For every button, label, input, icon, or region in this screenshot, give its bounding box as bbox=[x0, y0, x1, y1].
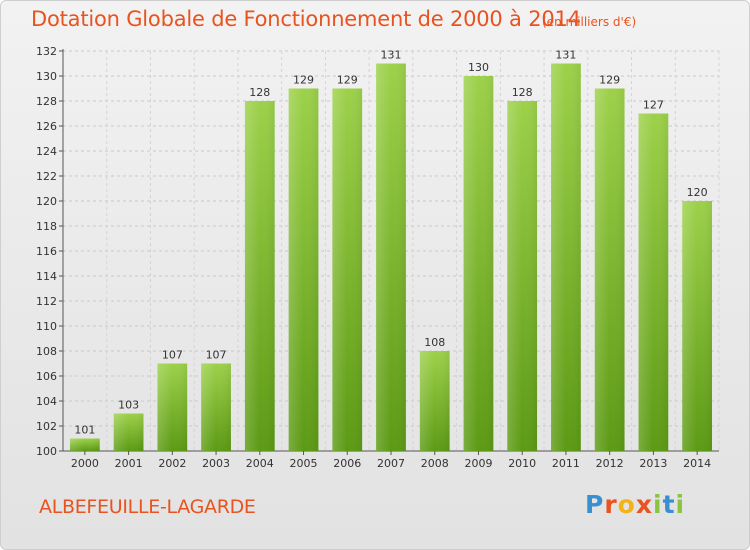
data-label: 131 bbox=[381, 49, 402, 62]
y-tick-label: 114 bbox=[36, 270, 57, 283]
data-label: 120 bbox=[687, 186, 708, 199]
bar-highlight bbox=[682, 201, 713, 451]
logo-letter: i bbox=[653, 490, 663, 519]
y-tick-label: 130 bbox=[36, 70, 57, 83]
x-tick-label: 2004 bbox=[246, 457, 274, 470]
data-label: 131 bbox=[555, 49, 576, 62]
x-tick-label: 2014 bbox=[683, 457, 711, 470]
x-tick-label: 2000 bbox=[71, 457, 99, 470]
x-tick-label: 2002 bbox=[158, 457, 186, 470]
x-tick-label: 2007 bbox=[377, 457, 405, 470]
bar-highlight bbox=[376, 63, 406, 451]
bar-highlight bbox=[507, 101, 538, 451]
bar-highlight bbox=[551, 63, 581, 451]
y-tick-label: 106 bbox=[36, 370, 57, 383]
x-tick-label: 2012 bbox=[596, 457, 624, 470]
data-label: 107 bbox=[206, 349, 227, 362]
y-tick-label: 118 bbox=[36, 220, 57, 233]
x-tick-label: 2003 bbox=[202, 457, 230, 470]
bars bbox=[69, 63, 713, 451]
y-tick-label: 104 bbox=[36, 395, 57, 408]
x-tick-label: 2011 bbox=[552, 457, 580, 470]
logo-letter: o bbox=[617, 490, 636, 519]
logo-letter: t bbox=[662, 490, 676, 519]
bar-highlight bbox=[638, 113, 669, 451]
bar-highlight bbox=[69, 438, 100, 451]
data-label: 108 bbox=[424, 336, 445, 349]
y-tick-label: 122 bbox=[36, 170, 57, 183]
data-label: 130 bbox=[468, 61, 489, 74]
y-tick-label: 126 bbox=[36, 120, 57, 133]
logo-letter: P bbox=[585, 490, 605, 519]
x-tick-label: 2001 bbox=[115, 457, 143, 470]
y-tick-label: 128 bbox=[36, 95, 57, 108]
bar-highlight bbox=[201, 363, 231, 451]
data-label: 129 bbox=[599, 74, 620, 87]
data-label: 107 bbox=[162, 349, 183, 362]
axes: 100 102 104 106 108 110 112 114 116 118 120 122 124 1… bbox=[36, 45, 719, 470]
y-tick-label: 100 bbox=[36, 445, 57, 458]
bar-highlight bbox=[332, 88, 363, 451]
bar-highlight bbox=[113, 413, 144, 451]
data-label: 127 bbox=[643, 99, 664, 112]
y-tick-label: 120 bbox=[36, 195, 57, 208]
y-tick-label: 132 bbox=[36, 45, 57, 58]
x-tick-label: 2009 bbox=[464, 457, 492, 470]
data-label: 103 bbox=[118, 399, 139, 412]
data-label: 128 bbox=[249, 86, 270, 99]
data-label: 128 bbox=[512, 86, 533, 99]
y-tick-label: 108 bbox=[36, 345, 57, 358]
x-tick-label: 2013 bbox=[639, 457, 667, 470]
data-label: 129 bbox=[337, 74, 358, 87]
y-tick-label: 112 bbox=[36, 295, 57, 308]
y-tick-label: 110 bbox=[36, 320, 57, 333]
data-labels: 101 103 107 107 128 129 129 131 108 130 128 131 129 1… bbox=[74, 49, 707, 437]
y-tick-label: 124 bbox=[36, 145, 57, 158]
bar-highlight bbox=[594, 88, 625, 451]
x-tick-label: 2006 bbox=[333, 457, 361, 470]
chart-unit-note: (en milliers d'€) bbox=[542, 15, 637, 29]
logo-letter: i bbox=[675, 490, 686, 519]
bar-highlight bbox=[419, 351, 450, 451]
y-tick-label: 102 bbox=[36, 420, 57, 433]
data-label: 101 bbox=[74, 424, 95, 437]
x-tick-label: 2008 bbox=[421, 457, 449, 470]
chart-title: Dotation Globale de Fonctionnement de 20… bbox=[31, 7, 581, 31]
data-label: 129 bbox=[293, 74, 314, 87]
logo-letter: x bbox=[635, 490, 653, 519]
bar-highlight bbox=[463, 76, 494, 451]
bar-highlight bbox=[288, 88, 319, 451]
y-tick-label: 116 bbox=[36, 245, 57, 258]
x-tick-label: 2005 bbox=[290, 457, 318, 470]
bar-highlight bbox=[244, 101, 275, 451]
x-tick-label: 2010 bbox=[508, 457, 536, 470]
logo-letter: r bbox=[604, 490, 618, 519]
bar-highlight bbox=[157, 363, 188, 451]
commune-name: ALBEFEUILLE-LAGARDE bbox=[39, 496, 256, 518]
proxiti-logo: Proxiti bbox=[585, 490, 685, 519]
